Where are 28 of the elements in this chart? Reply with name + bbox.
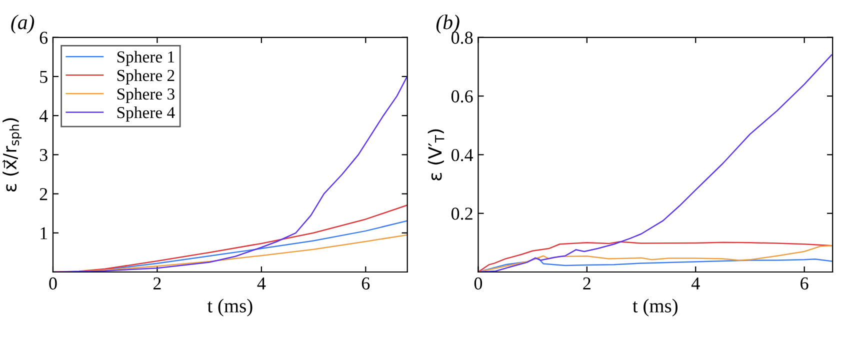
y-tick-label: 3: [40, 149, 48, 162]
y-axis-title: ε (x⃗/rsph): [2, 118, 22, 192]
x-tick-label: 4: [691, 278, 700, 290]
x-axis-title: t (ms): [207, 298, 252, 316]
x-tick-label: 2: [583, 277, 590, 290]
x-tick-label: 2: [153, 277, 161, 290]
x-tick-label: 6: [800, 277, 808, 290]
y-tick-label: 5: [40, 70, 48, 83]
x-tick-label: 0: [49, 277, 57, 290]
chart-title: (a): [11, 14, 34, 34]
x-tick-label: 4: [257, 278, 266, 290]
x-tick-label: 6: [362, 277, 370, 290]
y-tick-label: 0.8: [451, 32, 473, 44]
legend-label: Sphere 4: [117, 106, 175, 122]
y-tick-label: 0.4: [451, 148, 474, 162]
y-tick-label: 0.2: [451, 208, 472, 220]
y-tick-label: 2: [40, 188, 48, 200]
x-tick-label: 0: [474, 277, 482, 290]
y-tick-label: 6: [40, 32, 48, 44]
y-tick-label: 0.6: [451, 90, 473, 103]
legend-label: Sphere 1: [117, 50, 174, 66]
x-axis-title: t (ms): [632, 298, 678, 316]
y-tick-label: 1: [40, 227, 48, 240]
chart-title: (b): [436, 14, 460, 34]
legend-label: Sphere 3: [117, 88, 174, 104]
y-tick-label: 4: [39, 110, 48, 122]
legend-label: Sphere 2: [117, 69, 174, 84]
y-axis-title: ε (V′T): [428, 129, 444, 180]
